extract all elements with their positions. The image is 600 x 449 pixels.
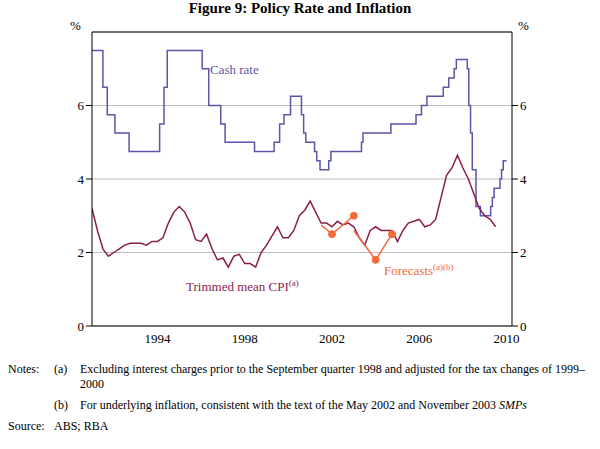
svg-text:2002: 2002	[319, 331, 345, 346]
html-text:Source:: Source:	[8, 419, 45, 433]
svg-text:2006: 2006	[406, 331, 433, 346]
html-text:(a): (a)	[54, 362, 68, 376]
svg-text:2010: 2010	[494, 331, 520, 346]
html-text:(b): (b)	[54, 398, 68, 412]
svg-text:1998: 1998	[232, 331, 258, 346]
svg-text:2: 2	[520, 245, 527, 260]
html-text:Figure 9: Policy Rate and Infl: Figure 9: Policy Rate and Inflation	[188, 0, 412, 16]
svg-text:6: 6	[520, 98, 527, 113]
html-text:Cash rate: Cash rate	[210, 62, 259, 77]
html-text:Excluding interest charges pri: Excluding interest charges prior to the …	[80, 362, 585, 391]
html-text:Forecasts(a)(b): Forecasts(a)(b)	[384, 262, 454, 279]
html-text:ABS; RBA: ABS; RBA	[54, 419, 109, 433]
svg-text:1994: 1994	[144, 331, 171, 346]
svg-text:6: 6	[78, 98, 85, 113]
html-text:For underlying inflation, cons: For underlying inflation, consistent wit…	[80, 398, 527, 412]
svg-text:0: 0	[78, 319, 85, 334]
svg-text:4: 4	[520, 172, 527, 187]
html-text:Trimmed mean CPI(a): Trimmed mean CPI(a)	[186, 278, 299, 295]
svg-text:0: 0	[520, 319, 527, 334]
svg-text:4: 4	[78, 172, 85, 187]
svg-text:2: 2	[78, 245, 85, 260]
html-text:Notes:: Notes:	[8, 362, 40, 376]
